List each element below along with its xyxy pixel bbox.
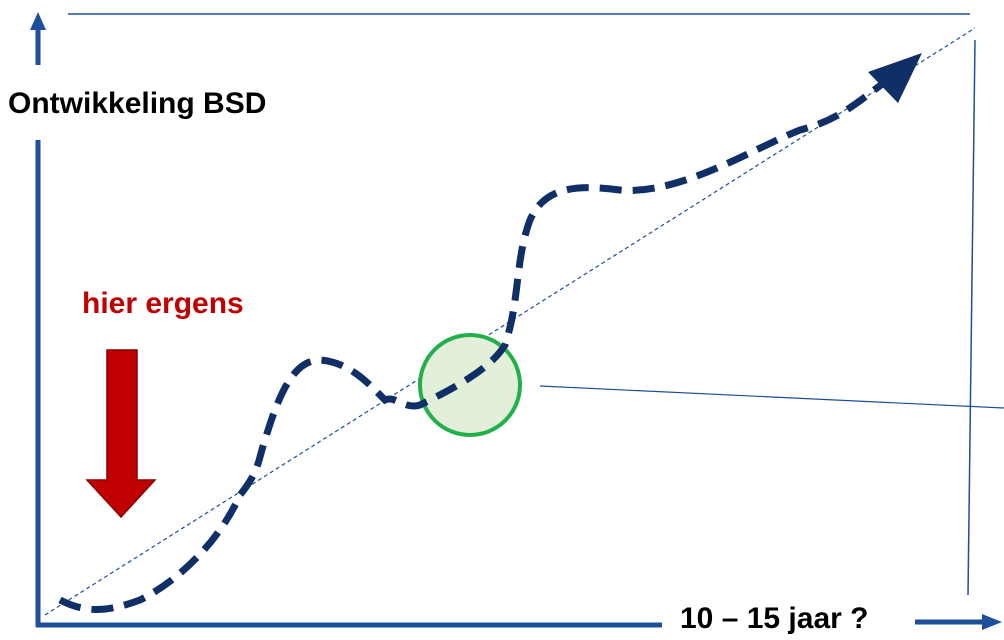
y-axis-label: Ontwikkeling BSD	[8, 87, 266, 120]
x-axis-arrowhead	[982, 614, 1002, 630]
annotation: hier ergens	[82, 287, 244, 320]
down-arrow	[85, 349, 157, 519]
y-axis-arrowhead	[30, 12, 46, 30]
x-axis-label: 10 – 15 jaar ?	[680, 602, 868, 635]
pointer-line	[539, 385, 1004, 409]
right-line	[967, 39, 976, 596]
development-curve	[58, 79, 888, 613]
curve-arrowhead	[868, 53, 922, 103]
